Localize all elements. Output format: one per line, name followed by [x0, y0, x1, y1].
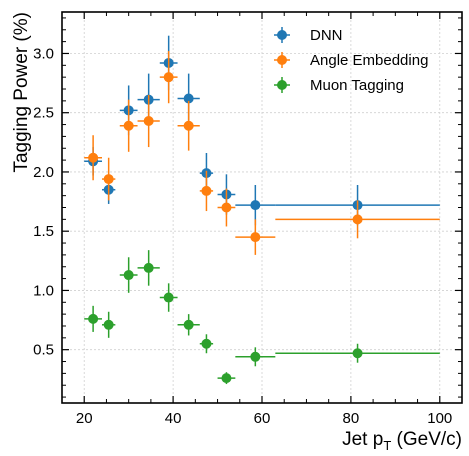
data-point: [221, 202, 232, 213]
legend-item: Muon Tagging: [274, 77, 404, 94]
y-tick-label: 2.0: [33, 164, 54, 181]
data-point: [88, 313, 99, 324]
grid: [62, 12, 462, 403]
data-point: [123, 270, 134, 281]
data-point: [221, 373, 232, 384]
data-point: [201, 185, 212, 196]
data-point: [143, 262, 154, 273]
data-point: [163, 72, 174, 83]
y-axis-label: Tagging Power (%): [11, 12, 32, 173]
legend-label: Angle Embedding: [310, 52, 428, 69]
y-tick-label: 1.0: [33, 282, 54, 299]
legend-marker: [277, 55, 287, 65]
data-point: [183, 93, 194, 104]
data-point: [183, 120, 194, 131]
x-tick-label: 60: [254, 410, 271, 427]
y-tick-label: 0.5: [33, 342, 54, 359]
y-tick-label: 2.5: [33, 105, 54, 122]
data-point: [201, 338, 212, 349]
data-point: [103, 319, 114, 330]
x-axis-label-subscript: T: [383, 438, 391, 453]
legend-label: DNN: [310, 27, 343, 44]
x-tick-label: 40: [165, 410, 182, 427]
x-axis-label: Jet pT (GeV/c): [342, 429, 462, 453]
legend-marker: [277, 30, 287, 40]
axis-ticks: 20 40 60 80 100 0.5 1.0 1.5 2.0 2.5 3.0: [33, 12, 463, 427]
data-point: [250, 200, 261, 211]
series-angle-embedding: [84, 51, 440, 255]
y-tick-label: 1.5: [33, 223, 54, 240]
data-point: [163, 292, 174, 303]
data-point: [250, 351, 261, 362]
x-tick-label: 20: [76, 410, 93, 427]
data-point: [352, 214, 363, 225]
legend-label: Muon Tagging: [310, 77, 404, 94]
x-axis-label-main: Jet p: [342, 429, 383, 450]
data-point: [88, 152, 99, 163]
legend: DNN Angle Embedding Muon Tagging: [274, 27, 428, 94]
legend-item: Angle Embedding: [274, 52, 428, 69]
data-series: [84, 35, 440, 385]
x-tick-label: 100: [427, 410, 452, 427]
x-axis-label-unit: (GeV/c): [391, 429, 462, 450]
series-muon-tagging: [84, 250, 440, 385]
y-tick-label: 3.0: [33, 45, 54, 62]
data-point: [143, 116, 154, 127]
legend-marker: [277, 80, 287, 90]
data-point: [183, 319, 194, 330]
x-tick-label: 80: [343, 410, 360, 427]
legend-item: DNN: [274, 27, 343, 44]
data-point: [123, 120, 134, 131]
data-point: [250, 232, 261, 243]
data-point: [352, 348, 363, 359]
data-point: [103, 174, 114, 185]
